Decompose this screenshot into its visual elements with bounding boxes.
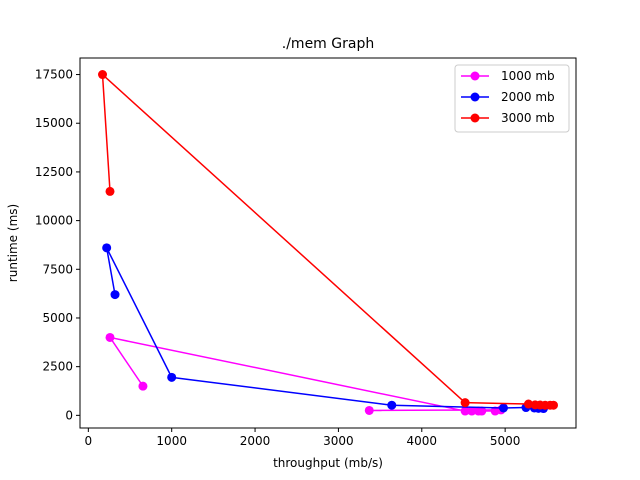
y-tick-label: 5000: [42, 311, 73, 325]
x-tick-label: 2000: [240, 434, 271, 448]
chart-title: ./mem Graph: [282, 36, 374, 52]
y-tick-label: 7500: [42, 262, 73, 276]
data-point: [523, 399, 533, 409]
y-tick-label: 10000: [35, 214, 73, 228]
data-point: [105, 186, 115, 196]
data-point: [460, 406, 470, 416]
data-point: [102, 243, 112, 253]
x-tick-label: 4000: [407, 434, 438, 448]
data-point: [548, 400, 558, 410]
data-point: [467, 406, 477, 416]
data-point: [167, 372, 177, 382]
legend-marker: [470, 113, 480, 123]
legend-box: [454, 64, 570, 133]
legend-marker: [470, 92, 480, 102]
data-point: [364, 405, 374, 415]
legend-label: 2000 mb: [501, 90, 555, 104]
x-tick-label: 0: [85, 434, 93, 448]
data-point: [110, 290, 120, 300]
x-tick-label: 5000: [490, 434, 521, 448]
series-3000-mb: [98, 70, 558, 410]
y-tick-label: 15000: [35, 116, 73, 130]
axes-frame: [79, 57, 577, 429]
y-tick-label: 17500: [35, 68, 73, 82]
y-tick-label: 0: [65, 408, 73, 422]
legend-label: 1000 mb: [501, 69, 555, 83]
x-axis-label: throughput (mb/s): [273, 456, 383, 470]
y-axis-ticks: 0 2500 5000 7500 10000 12500 15000 17500: [35, 68, 80, 422]
y-tick-label: 2500: [42, 360, 73, 374]
legend-label: 3000 mb: [501, 111, 555, 125]
x-tick-label: 3000: [323, 434, 354, 448]
legend: 1000 mb 2000 mb 3000 mb: [454, 64, 570, 133]
data-point: [460, 398, 470, 408]
series-layer: [98, 70, 558, 416]
data-point: [138, 381, 148, 391]
x-axis-ticks: 0 1000 2000 3000 4000 5000: [85, 428, 521, 448]
y-axis-label: runtime (ms): [6, 204, 20, 282]
y-tick-label: 12500: [35, 165, 73, 179]
data-point: [98, 70, 108, 80]
legend-marker: [470, 71, 480, 81]
data-point: [498, 403, 508, 413]
data-point: [477, 406, 487, 416]
x-tick-label: 1000: [156, 434, 187, 448]
data-point: [387, 400, 397, 410]
data-point: [105, 332, 115, 342]
